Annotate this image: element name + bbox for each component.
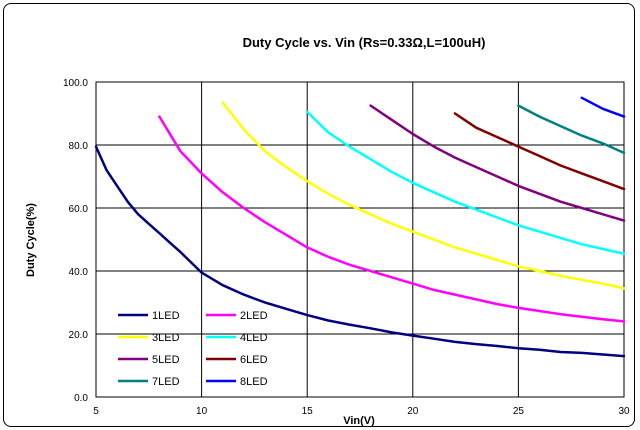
x-tick-label: 15 <box>302 406 314 417</box>
legend-label-8led: 8LED <box>240 376 268 388</box>
legend-label-4led: 4LED <box>240 332 268 344</box>
legend-label-2led: 2LED <box>240 310 268 322</box>
x-axis-label: Vin(V) <box>343 415 375 427</box>
legend-label-7led: 7LED <box>152 376 180 388</box>
legend-label-3led: 3LED <box>152 332 180 344</box>
y-tick-label: 0.0 <box>74 393 88 404</box>
y-tick-label: 20.0 <box>69 330 89 341</box>
legend-label-5led: 5LED <box>152 354 180 366</box>
series-line-8led <box>580 96 626 118</box>
series-line-3led <box>221 101 626 290</box>
grid-lines <box>96 82 624 397</box>
series-line-4led <box>305 110 626 255</box>
tick-labels: 0.0 20.0 40.0 60.0 80.0 100.0 5 10 15 20 25 30 <box>63 78 630 417</box>
plot-border <box>95 81 625 398</box>
x-tick-label: 30 <box>618 406 630 417</box>
y-axis-label: Duty Cycle(%) <box>25 203 37 277</box>
series-line-1led <box>94 145 626 358</box>
chart-title: Duty Cycle vs. Vin (Rs=0.33Ω,L=100uH) <box>243 35 486 50</box>
series-line-5led <box>369 104 626 222</box>
x-tick-label: 20 <box>407 406 419 417</box>
plot-area <box>95 81 625 398</box>
legend-label-6led: 6LED <box>240 354 268 366</box>
y-tick-label: 60.0 <box>69 204 89 215</box>
x-tick-label: 10 <box>196 406 208 417</box>
series-line-2led <box>158 115 626 323</box>
y-tick-label: 100.0 <box>63 78 88 89</box>
series-line-7led <box>517 104 626 155</box>
y-tick-label: 40.0 <box>69 267 89 278</box>
y-tick-label: 80.0 <box>69 141 89 152</box>
legend: 1LED 2LED 3LED 4LED 5LED 6LED 7LED 8LED <box>118 310 268 388</box>
legend-label-1led: 1LED <box>152 310 180 322</box>
series-line-6led <box>453 112 626 191</box>
x-tick-label: 25 <box>513 406 525 417</box>
series-lines <box>94 96 626 358</box>
x-tick-label: 5 <box>93 406 99 417</box>
